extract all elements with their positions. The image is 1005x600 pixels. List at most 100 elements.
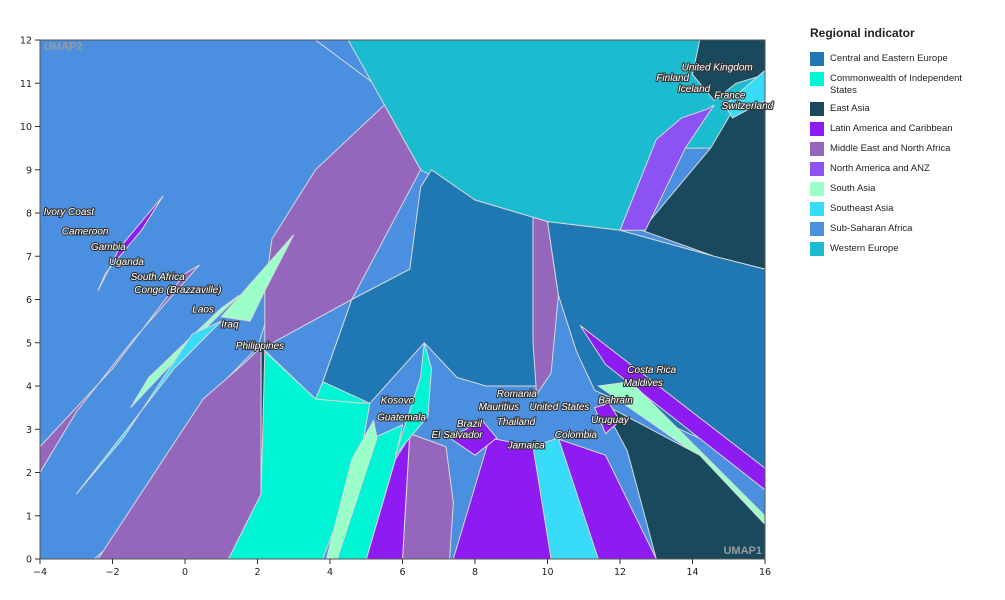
voronoi-cell <box>220 234 295 322</box>
legend-label: Central and Eastern Europe <box>830 53 948 64</box>
legend-swatch <box>810 202 824 216</box>
y-tick-label: 6 <box>26 295 32 306</box>
point-label: Gambia <box>91 242 126 253</box>
x-tick-label: −4 <box>33 567 47 578</box>
point-label: Laos <box>192 305 214 316</box>
y-tick-label: 7 <box>26 252 32 263</box>
voronoi-cell <box>325 419 378 559</box>
point-label: El Salvador <box>432 430 484 441</box>
voronoi-cell <box>619 104 715 231</box>
legend-item: Western Europe <box>810 242 980 256</box>
point-label: Finland <box>656 73 689 84</box>
x-tick-label: 4 <box>327 567 333 578</box>
voronoi-cell <box>579 325 765 491</box>
x-tick-label: 12 <box>614 567 626 578</box>
legend-item: Latin America and Caribbean <box>810 122 980 136</box>
voronoi-cell <box>97 195 164 292</box>
legend-label: North America and ANZ <box>830 163 930 174</box>
voronoi-cell <box>75 320 222 495</box>
point-label: United Kingdom <box>682 62 753 73</box>
x-axis-title: UMAP1 <box>723 545 762 557</box>
legend-label: Commonwealth of Independent States <box>830 73 963 96</box>
voronoi-cell <box>593 402 621 435</box>
voronoi-cell <box>600 402 765 559</box>
point-label: Kosovo <box>381 395 415 406</box>
legend-label: Western Europe <box>830 243 899 254</box>
x-tick-label: 16 <box>759 567 771 578</box>
y-tick-label: 5 <box>26 338 32 349</box>
voronoi-cell <box>401 432 454 559</box>
legend-item: North America and ANZ <box>810 162 980 176</box>
voronoi-cell <box>596 381 765 530</box>
voronoi-cell <box>452 437 552 559</box>
legend-swatch <box>810 242 824 256</box>
x-tick-label: 6 <box>399 567 405 578</box>
legend-swatch <box>810 142 824 156</box>
point-label: Colombia <box>555 430 598 441</box>
legend-item: Commonwealth of Independent States <box>810 72 980 96</box>
point-label: Mauritius <box>479 402 520 413</box>
legend-swatch <box>810 222 824 236</box>
legend-swatch <box>810 162 824 176</box>
legend-item: Central and Eastern Europe <box>810 52 980 66</box>
point-label: Cameroon <box>62 227 109 238</box>
legend-item: South Asia <box>810 182 980 196</box>
voronoi-cell <box>448 419 498 456</box>
point-label: Congo (Brazzaville) <box>134 285 221 296</box>
point-label: Switzerland <box>722 101 774 112</box>
voronoi-cell <box>394 342 433 456</box>
point-label: Romania <box>497 389 537 400</box>
legend-swatch <box>810 72 824 86</box>
legend-label: Sub-Saharan Africa <box>830 223 913 234</box>
legend-label: Middle East and North Africa <box>830 143 951 154</box>
point-label: Jamaica <box>507 441 546 452</box>
y-tick-label: 0 <box>26 555 32 566</box>
y-axis-title: UMAP2 <box>44 41 83 53</box>
point-label: Costa Rica <box>627 365 676 376</box>
y-tick-label: 3 <box>26 425 32 436</box>
point-label: South Africa <box>131 272 186 283</box>
point-label: Ivory Coast <box>44 207 96 218</box>
x-tick-label: 2 <box>254 567 260 578</box>
y-tick-label: 11 <box>20 79 32 90</box>
legend-item: Sub-Saharan Africa <box>810 222 980 236</box>
point-label: Bahrain <box>598 395 633 406</box>
legend-item: Southeast Asia <box>810 202 980 216</box>
point-label: Philippines <box>236 341 284 352</box>
legend-title: Regional indicator <box>810 26 915 40</box>
x-tick-label: −2 <box>105 567 119 578</box>
legend-items: Central and Eastern Europe Commonwealth o… <box>810 52 980 256</box>
point-label: Maldives <box>624 378 663 389</box>
point-label: Iraq <box>221 320 239 331</box>
x-tick-label: 0 <box>182 567 188 578</box>
legend-swatch <box>810 102 824 116</box>
legend-label: East Asia <box>830 103 870 114</box>
point-labels: United KingdomFinlandIcelandFranceSwitze… <box>42 61 774 453</box>
legend-swatch <box>810 52 824 66</box>
y-tick-label: 10 <box>20 122 32 133</box>
y-tick-label: 1 <box>26 511 32 522</box>
point-label: Thailand <box>497 417 536 428</box>
legend: Regional indicator Central and Eastern E… <box>810 26 980 262</box>
voronoi-cell <box>724 69 765 119</box>
point-label: United States <box>529 402 589 413</box>
voronoi-cell <box>546 221 765 469</box>
legend-swatch <box>810 122 824 136</box>
x-tick-label: 14 <box>686 567 698 578</box>
x-tick-label: 10 <box>541 567 553 578</box>
voronoi-cells <box>40 40 765 559</box>
point-label: Uruguay <box>591 415 630 426</box>
y-tick-label: 8 <box>26 209 32 220</box>
point-label: Guatemala <box>377 413 426 424</box>
point-label: Iceland <box>678 84 711 95</box>
legend-label: Southeast Asia <box>830 203 894 214</box>
y-tick-label: 12 <box>20 36 32 47</box>
voronoi-cell <box>691 40 765 102</box>
y-tick-label: 2 <box>26 468 32 479</box>
voronoi-cell <box>40 264 200 474</box>
legend-item: Middle East and North Africa <box>810 142 980 156</box>
legend-label: Latin America and Caribbean <box>830 123 953 134</box>
point-label: Brazil <box>457 419 483 430</box>
